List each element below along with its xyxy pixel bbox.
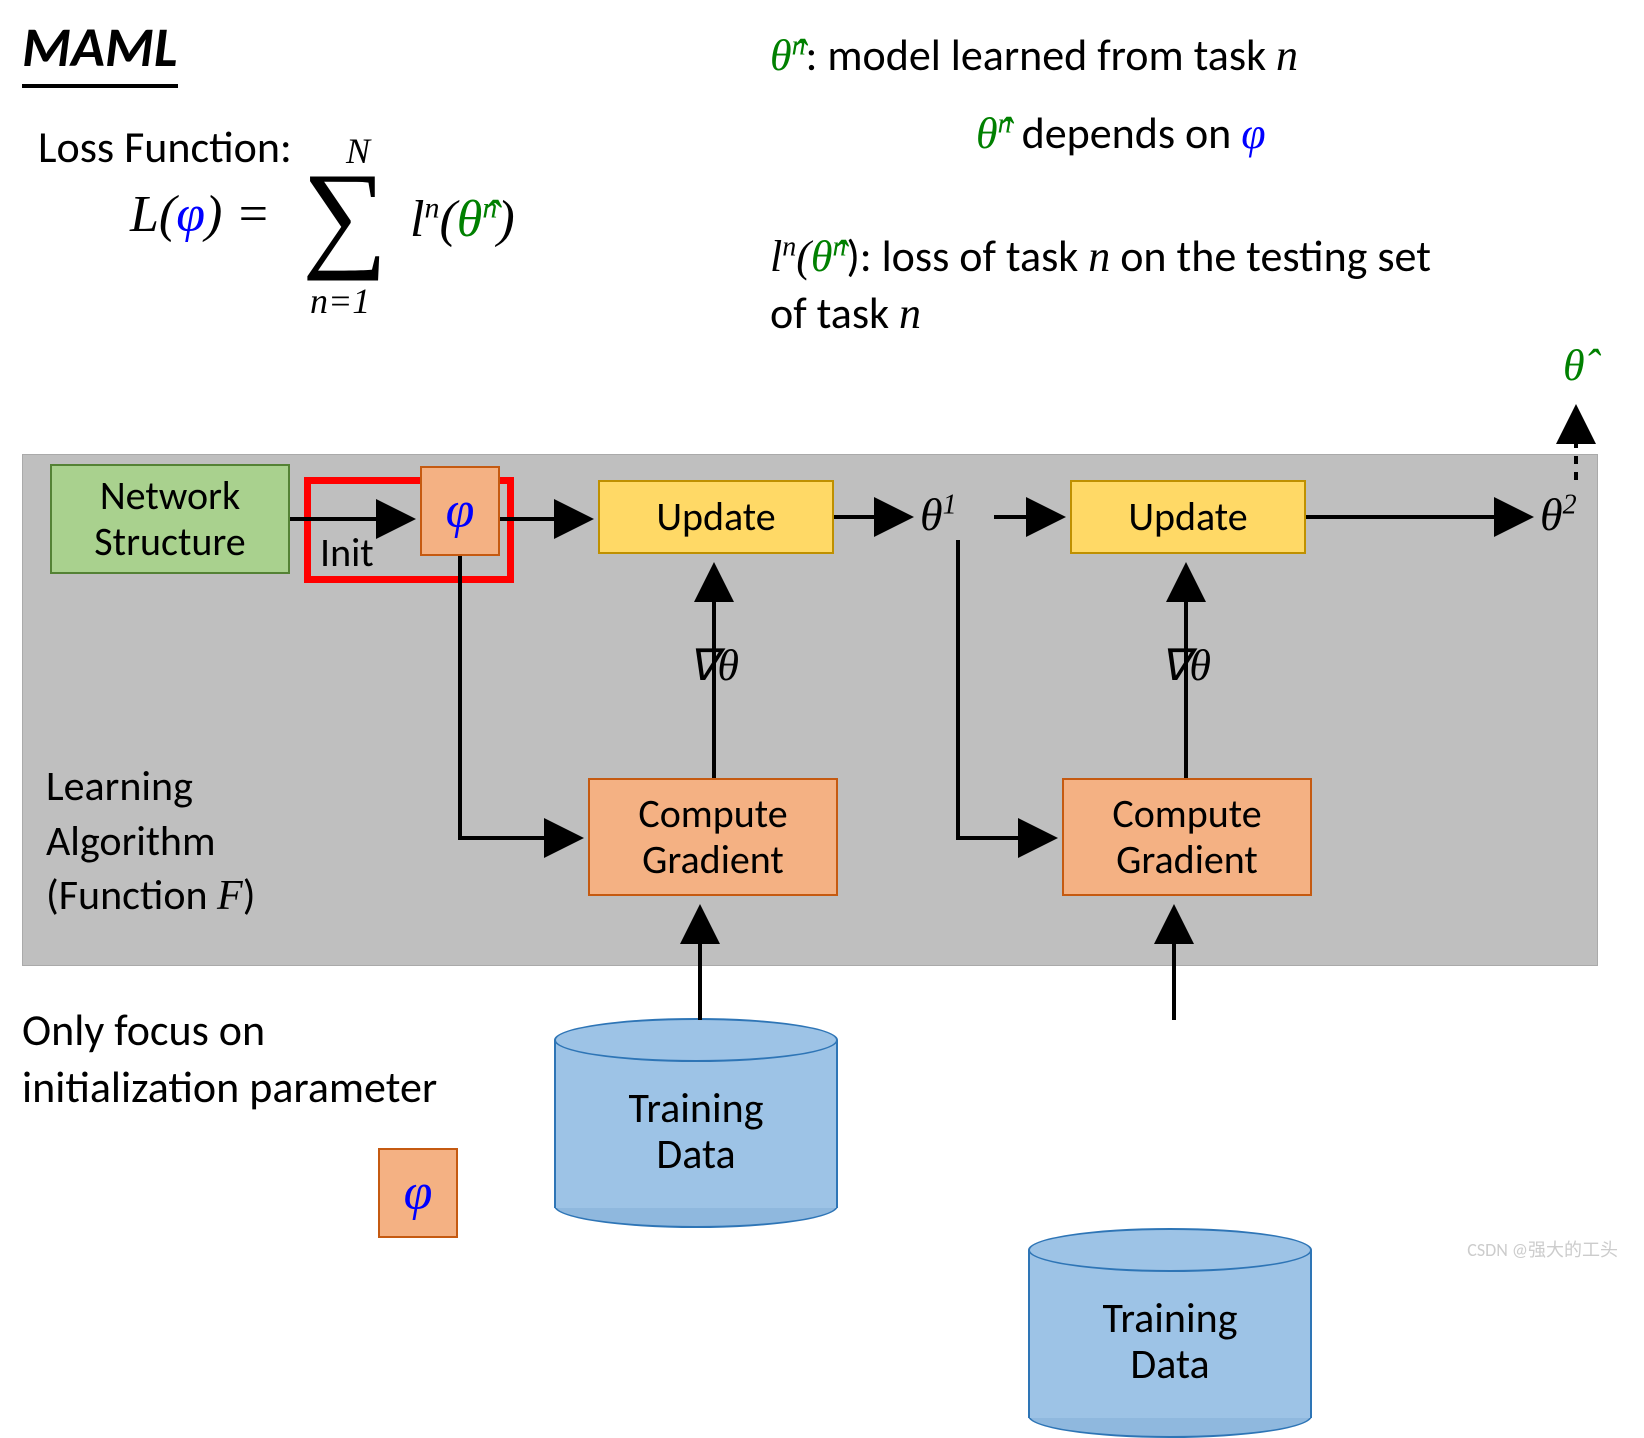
footer-phi-box: φ (378, 1148, 458, 1238)
training-data-cylinder-1: Training Data (554, 1018, 838, 1228)
compute-gradient-box-2: Compute Gradient (1062, 778, 1312, 896)
watermark: CSDN @强大的工头 (1467, 1236, 1618, 1262)
learn-alg-close: ) (243, 870, 256, 921)
theta1: θ (920, 489, 943, 540)
annot3-text1: ): loss of task (847, 229, 1089, 283)
update-box-1: Update (598, 480, 834, 554)
init-label: Init (320, 528, 374, 577)
formula-n2: n (482, 192, 497, 225)
formula-thetahat: θ̂ (457, 191, 483, 248)
training-data-label-2: Training Data (1028, 1296, 1312, 1388)
annot1-theta: θ̂ (770, 31, 792, 80)
loss-function-label: Loss Function: (38, 120, 292, 174)
annot3-sup2: n (833, 231, 847, 262)
theta-2-label: θ2 (1540, 488, 1577, 541)
theta2-sup: 2 (1563, 490, 1577, 521)
training-data-label-1: Training Data (554, 1086, 838, 1178)
annot3-n1: n (1088, 232, 1110, 281)
theta-1-label: θ1 (920, 488, 957, 541)
annot1-text: : model learned from task (806, 28, 1276, 82)
grad-theta-2: ∇θ (1160, 640, 1211, 691)
formula-phi: φ (176, 186, 205, 243)
update-box-2: Update (1070, 480, 1306, 554)
sum-bot: n=1 (310, 280, 370, 322)
annot3-n2: n (899, 289, 921, 338)
theta1-sup: 1 (943, 490, 957, 521)
annot3-l: l (770, 232, 782, 281)
formula-L: L (130, 186, 159, 243)
sigma-icon: ∑ (302, 155, 388, 275)
annot1-n: n (1276, 31, 1298, 80)
page-title: MAML (22, 14, 178, 88)
annot3-theta: θ̂ (811, 232, 833, 281)
loss-formula: L(φ) = (130, 185, 270, 244)
learn-alg-text: Learning Algorithm (Function (46, 761, 217, 921)
formula-close: ) (497, 191, 514, 248)
learning-algorithm-label: Learning Algorithm (Function F) (46, 760, 255, 924)
annot2-sup: n (998, 108, 1012, 139)
training-data-cylinder-2: Training Data (1028, 1228, 1312, 1438)
annot2-phi: φ (1241, 109, 1265, 158)
compute-gradient-box-1: Compute Gradient (588, 778, 838, 896)
footer-text: Only focus on initialization parameter (22, 1002, 437, 1116)
formula-l: l (410, 191, 424, 248)
grad-theta-1: ∇θ (688, 640, 739, 691)
theta-hat-output: θ̂ (1563, 340, 1585, 391)
annot1-sup: n (792, 30, 806, 61)
formula-n1: n (424, 192, 439, 225)
learn-alg-F: F (217, 873, 243, 919)
network-structure-box: Network Structure (50, 464, 290, 574)
annotation-theta-depends: θ̂n depends on φ (976, 106, 1266, 160)
formula-rhs: ln(θ̂n) (410, 190, 515, 249)
theta2: θ (1540, 489, 1563, 540)
annot2-theta: θ̂ (976, 109, 998, 158)
annotation-loss-task: ln(θ̂n): loss of task n on the testing s… (770, 228, 1470, 342)
annotation-theta-task: θ̂n: model learned from task n (770, 28, 1298, 82)
annot3-sup1: n (782, 231, 796, 262)
formula-eq: = (222, 186, 270, 243)
annot2-text: depends on (1012, 106, 1242, 160)
annot3-open: ( (796, 232, 811, 281)
phi-box: φ (420, 466, 500, 556)
